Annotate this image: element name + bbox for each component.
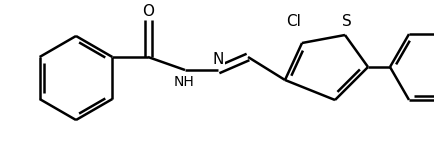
Text: NH: NH — [174, 75, 194, 89]
Text: Cl: Cl — [286, 13, 302, 28]
Text: N: N — [212, 52, 224, 67]
Text: O: O — [142, 4, 154, 19]
Text: S: S — [342, 13, 352, 28]
